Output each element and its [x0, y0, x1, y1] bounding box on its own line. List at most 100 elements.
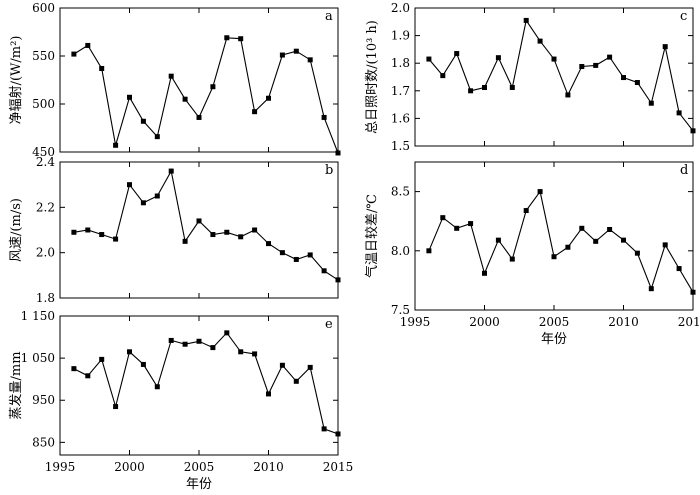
data-point: [238, 36, 244, 42]
data-point: [537, 189, 543, 195]
data-point: [440, 215, 446, 221]
y-tick-label: 1.9: [391, 29, 410, 43]
data-point: [307, 364, 313, 370]
data-point: [238, 234, 244, 240]
y-tick-label: 8.5: [391, 185, 410, 199]
y-axis-label: 净辐射/(W/m²): [8, 36, 24, 125]
data-point: [210, 84, 216, 90]
y-axis-label: 气温日较差/℃: [364, 194, 380, 278]
data-point: [426, 248, 432, 254]
data-point: [168, 73, 174, 79]
x-tick-label: 2015: [678, 315, 700, 329]
data-point: [168, 168, 174, 174]
data-point: [140, 118, 146, 124]
y-tick-label: 8.0: [391, 244, 410, 258]
plot-frame: [59, 315, 339, 456]
data-point: [113, 404, 119, 410]
data-point: [648, 100, 654, 106]
x-tick-label: 2000: [469, 315, 500, 329]
plot-frame: [59, 7, 339, 153]
data-point: [85, 42, 91, 48]
data-point: [551, 56, 557, 62]
panel-d: d 7.5 8.0 8.5 1995 2000 2005 2010 2015 年份 气温日较差/℃: [364, 161, 700, 347]
data-point: [495, 237, 501, 243]
data-point: [676, 110, 682, 116]
data-point: [99, 65, 105, 71]
data-point: [154, 384, 160, 390]
data-point: [127, 94, 132, 100]
panel-letter: d: [680, 163, 688, 178]
data-point: [266, 241, 271, 247]
x-axis-label: 年份: [541, 332, 567, 347]
data-point: [662, 44, 668, 50]
y-tick-label: 950: [32, 393, 55, 407]
x-tick-label: 2010: [253, 460, 284, 474]
panel-letter: b: [325, 163, 333, 178]
panel-letter: e: [325, 317, 333, 332]
data-point: [607, 226, 613, 232]
x-tick-label: 2000: [114, 460, 145, 474]
panel-a: a 450 500 550 600 净辐射/(W/m²): [8, 1, 341, 159]
data-point: [210, 232, 216, 238]
data-point: [634, 80, 640, 86]
data-point: [321, 114, 327, 120]
y-tick-label: 600: [32, 1, 55, 15]
data-point: [593, 238, 599, 244]
y-tick-label: 2.2: [36, 200, 55, 214]
plot-frame: [59, 161, 339, 299]
data-point: [113, 142, 119, 148]
y-axis-label: 风速/(m/s): [9, 198, 24, 262]
panel-letter: c: [680, 9, 687, 24]
x-tick-label: 1995: [400, 315, 431, 329]
data-point: [676, 266, 682, 272]
data-point: [509, 256, 515, 262]
data-point: [690, 289, 696, 295]
data-point: [426, 56, 432, 62]
y-axis-label: 蒸发量/mm: [8, 351, 24, 419]
data-point: [71, 366, 77, 372]
y-tick-label: 850: [32, 435, 55, 449]
data-point: [335, 277, 341, 283]
data-point: [127, 182, 132, 188]
data-point: [71, 51, 77, 57]
data-point: [224, 229, 230, 235]
data-point: [224, 35, 230, 41]
data-point: [495, 55, 501, 61]
data-point: [182, 96, 188, 102]
data-point: [238, 349, 244, 355]
data-point: [168, 337, 174, 343]
data-point: [523, 208, 529, 214]
panel-letter: a: [325, 9, 333, 24]
x-axis-label: 年份: [186, 477, 212, 492]
data-point: [593, 62, 599, 68]
data-point: [99, 232, 105, 238]
y-axis-label: 总日照时数/(10³ h): [365, 20, 380, 134]
data-point: [307, 57, 313, 63]
x-tick-label: 2015: [323, 460, 354, 474]
data-point: [690, 128, 696, 134]
data-point: [140, 361, 146, 367]
y-tick-label: 1 150: [21, 309, 55, 323]
panel-c: c 1.5 1.6 1.7 1.8 1.9 2.0 总日照时数/(10³ h): [365, 1, 696, 153]
data-point: [182, 238, 188, 244]
data-point: [321, 426, 327, 432]
y-tick-label: 1.7: [391, 84, 410, 98]
data-point: [579, 225, 585, 231]
data-point: [71, 229, 77, 235]
data-point: [307, 252, 313, 258]
y-tick-label: 1.8: [391, 56, 410, 70]
data-point: [607, 54, 613, 60]
data-point: [154, 193, 160, 199]
data-point: [634, 250, 640, 256]
y-tick-label: 450: [32, 145, 55, 159]
data-point: [266, 95, 271, 101]
data-point: [210, 345, 216, 351]
data-point: [279, 250, 285, 256]
data-point: [621, 75, 626, 81]
data-point: [196, 218, 202, 224]
panel-e: e 850 950 1 050 1 150 1995 2000 2005 2010 2015 年份 蒸…: [8, 309, 353, 492]
data-point: [335, 150, 341, 156]
data-point: [196, 338, 202, 344]
data-point: [335, 431, 341, 437]
